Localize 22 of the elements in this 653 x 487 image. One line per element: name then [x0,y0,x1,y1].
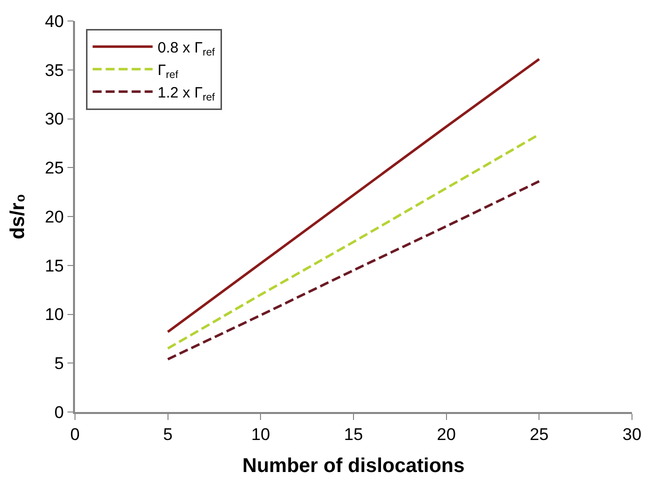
y-tick-label: 0 [54,402,64,422]
legend-label: 0.8 x Γ$_{ref}$ [158,39,215,59]
y-tick-label: 35 [44,60,64,80]
x-tick-label: 5 [163,425,173,444]
y-axis-title: ds/r₀ [6,194,29,240]
y-tick-label: 20 [44,207,64,226]
legend-label: Γ$_{ref}$ [158,62,178,82]
legend-label: 1.2 x Γ$_{ref}$ [158,84,215,104]
x-tick-label: 10 [251,425,270,444]
y-tick-label: 30 [44,110,64,129]
line-series [166,180,540,360]
x-tick-label: 25 [530,425,549,444]
y-tick-label: 25 [44,158,64,178]
x-tick-label: 0 [70,425,80,444]
x-tick-label: 15 [344,425,363,444]
y-tick-label: 10 [44,305,64,324]
y-tick-label: 40 [44,12,64,31]
y-tick-label: 15 [44,256,64,276]
x-axis-title: Number of dislocations [242,455,465,478]
x-tick-label: 20 [436,425,456,444]
y-tick-label: 5 [54,354,64,374]
x-tick-label: 30 [622,425,642,444]
